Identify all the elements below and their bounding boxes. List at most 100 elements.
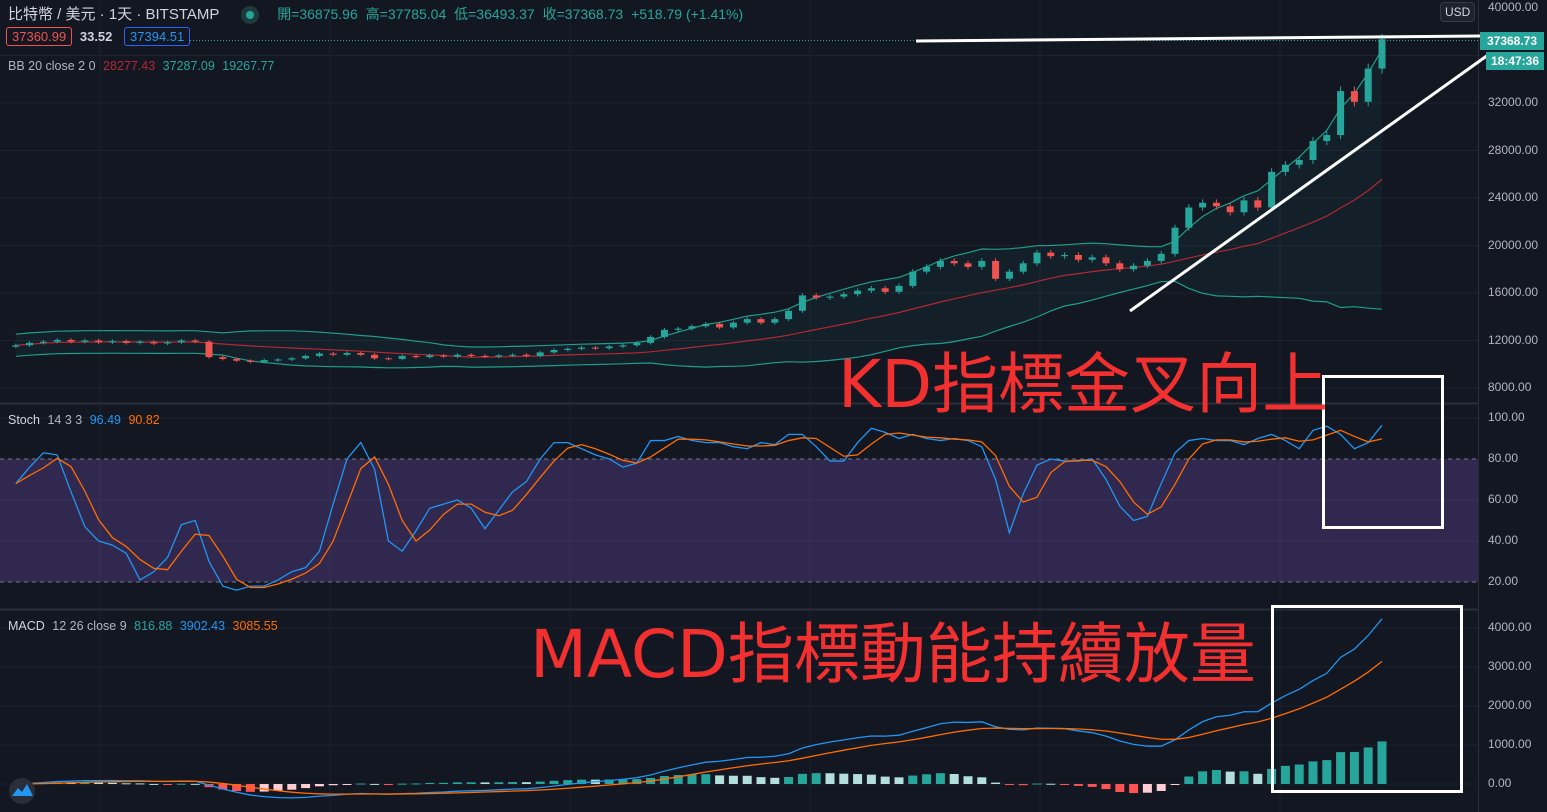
ohlc-high: 高=37785.04 [365,6,447,22]
macd-histogram-bar [287,784,297,790]
stoch-name: Stoch [8,413,40,427]
candle [1074,252,1082,263]
macd-histogram-bar [301,784,311,789]
candle [150,339,158,346]
macd-histogram-bar [797,773,807,784]
candle [467,353,475,358]
candle-body [881,288,889,292]
candle [909,269,917,289]
macd-histogram-bar [659,776,669,784]
candle-body [67,339,75,342]
candle-body [1295,160,1303,165]
bb-name: BB 20 close 2 0 [8,59,96,73]
candle [798,293,806,313]
macd-histogram-bar [218,784,228,790]
macd-histogram-bar [1336,752,1346,784]
last-price-tag: 37368.73 [1480,32,1544,50]
grid [0,0,1478,812]
macd-legend[interactable]: MACD 12 26 close 9 816.88 3902.43 3085.5… [8,619,282,633]
stoch-lines [15,424,1383,591]
macd-histogram-bar [1280,765,1290,784]
macd-highlight-box[interactable] [1271,605,1463,793]
macd-histogram-bar [245,784,255,792]
candle [1350,86,1358,107]
candle [1102,254,1110,266]
candle-body [1019,263,1027,272]
axis-tick-label: 40000.00 [1488,0,1539,14]
symbol-title[interactable]: 比特幣 / 美元 · 1天 · BITSTAMP [8,6,220,23]
axis-tick-label: 100.00 [1488,410,1525,424]
axis-tick-label: 12000.00 [1488,332,1539,347]
candles [12,33,1386,364]
bb-legend[interactable]: BB 20 close 2 0 28277.43 37287.09 19267.… [8,59,278,73]
bb-lower-value: 19267.77 [222,59,275,73]
candle-body [591,347,599,349]
axis-tick-label: 3000.00 [1488,659,1532,673]
sell-button[interactable]: 37360.99 [6,27,73,46]
candle [1364,63,1372,107]
candle [743,317,751,325]
candle [757,317,765,325]
candle-body [343,352,351,355]
candle [619,343,627,349]
macd-histogram-bar [866,774,876,784]
tradingview-logo[interactable] [9,778,35,804]
macd-line [15,618,1383,799]
candle [343,351,351,357]
candle [688,324,696,331]
macd-histogram-bar [273,784,283,791]
candle [1281,160,1289,176]
candle [274,358,282,362]
candle-body [647,336,655,343]
kd-annotation-text[interactable]: KD指標金叉向上 [838,346,1329,423]
axis-tick-label: 80.00 [1488,451,1519,465]
candle-body [840,294,848,297]
macd-histogram-bar [1198,771,1208,784]
macd-histogram-bar [411,783,421,785]
bb-lower-line [15,280,1383,369]
candle-body [867,288,875,291]
candle-body [1116,263,1124,270]
candle [136,339,144,345]
stoch-d-line [15,429,1383,589]
macd-histogram-bar [1363,747,1373,784]
candle-body [619,345,627,347]
candle-body [1364,68,1372,102]
candle-body [1309,141,1317,160]
axis-tick-label: 40.00 [1488,533,1519,547]
axis-tick-label: 0.00 [1488,776,1512,790]
candle-body [1033,252,1041,264]
candle [826,294,834,300]
candle [660,327,668,339]
candle-body [1199,202,1207,208]
candle [122,339,130,345]
macd-histogram-bar [963,776,973,784]
macd-histogram-bar [94,782,104,784]
candle-body [743,319,751,323]
buy-button[interactable]: 37394.51 [124,27,191,46]
macd-histogram-bar [494,782,504,784]
trendline-annotation[interactable] [915,34,1481,43]
kd-highlight-box[interactable] [1322,375,1444,529]
macd-histogram-bar [715,775,725,784]
currency-button[interactable]: USD [1440,2,1476,22]
candle [246,359,254,364]
candle-body [246,360,254,362]
candle [205,339,213,359]
trendline-annotation[interactable] [1129,53,1489,313]
stoch-legend[interactable]: Stoch 14 3 3 96.49 90.82 [8,413,164,427]
candle-body [481,355,489,357]
candle [67,338,75,344]
candle-body [716,323,724,328]
ohlc-close: 收=37368.73 [542,6,624,22]
candle [647,335,655,345]
candle-body [191,340,199,342]
symbol-legend[interactable]: 比特幣 / 美元 · 1天 · BITSTAMP 開=36875.96 高=37… [8,3,747,25]
candle [1199,199,1207,211]
axis-tick-label: 1000.00 [1488,737,1532,751]
candle [992,258,1000,282]
macd-params: 12 26 close 9 [52,619,127,633]
macd-annotation-text[interactable]: MACD指標動能持續放量 [530,616,1256,693]
candle [812,293,820,300]
